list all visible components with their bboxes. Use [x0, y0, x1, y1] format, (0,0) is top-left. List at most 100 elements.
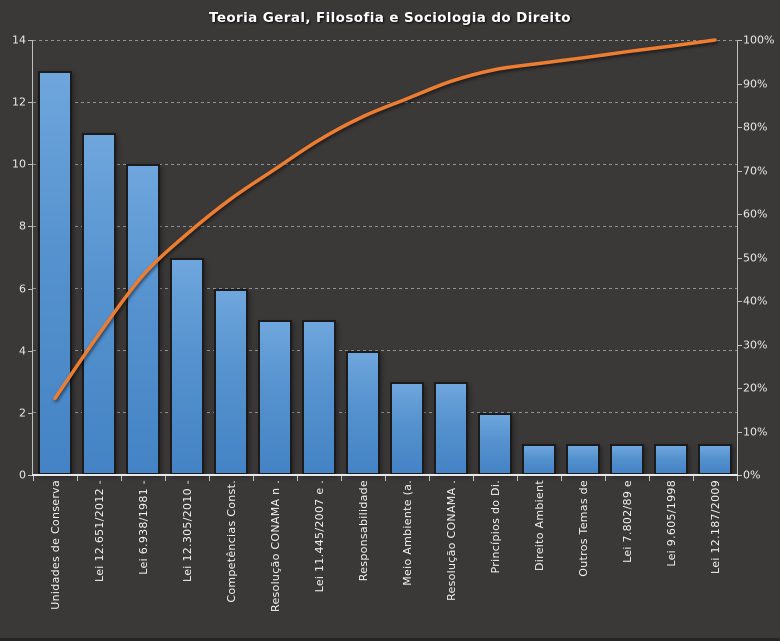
right-axis-tick-label: 50% [743, 251, 768, 264]
category-label-text: Lei 12.651/2012 - [92, 480, 106, 583]
left-axis-tick [28, 164, 32, 166]
category-label-7: Lei 11.445/2007 e . [297, 480, 341, 636]
left-axis-labels: 0 2 4 6 8 10 12 14 [0, 34, 26, 482]
bar-11 [478, 412, 512, 475]
category-label-13: Outros Temas de [561, 480, 605, 636]
right-axis-tick-label: 20% [743, 381, 768, 395]
category-axis-tick [517, 476, 518, 481]
bar-6 [258, 319, 292, 475]
right-axis-tick [738, 40, 742, 41]
left-axis-tick [28, 288, 32, 290]
cumulative-line [53, 38, 717, 401]
gridline [33, 101, 737, 103]
right-axis-tick-label: 60% [743, 207, 768, 221]
bar-3 [126, 164, 160, 475]
bar-4 [170, 257, 204, 475]
left-axis-tick [28, 40, 32, 41]
category-label-10: Resolução CONAMA . [429, 480, 473, 636]
category-axis-tick [121, 476, 122, 481]
category-axis-tick [737, 476, 738, 481]
cumulative-line-path [53, 38, 717, 401]
right-axis-tick-label: 30% [743, 338, 768, 351]
category-axis-tick [341, 476, 342, 481]
right-axis-tick [738, 83, 742, 85]
bar-14 [610, 443, 644, 475]
left-axis-tick [28, 475, 32, 476]
bar-13 [566, 443, 600, 475]
category-label-text: Meio Ambiente (a. [400, 480, 414, 586]
category-axis-tick [605, 476, 606, 481]
right-axis-tick-label: 80% [743, 120, 768, 134]
right-axis-tick [738, 257, 742, 259]
category-label-text: Unidades de Conserva [48, 480, 62, 610]
category-axis-tick [693, 476, 694, 481]
right-axis-tick [738, 301, 742, 302]
bar-7 [302, 319, 336, 475]
category-label-text: Outros Temas de [576, 480, 590, 577]
left-axis-tick-label: 8 [19, 219, 26, 233]
category-axis-tick [209, 476, 210, 481]
right-axis-tick [738, 431, 742, 433]
category-label-text: Lei 12.305/2010 - [180, 480, 194, 583]
category-axis-labels: Unidades de Conserva Lei 12.651/2012 - Lei… [33, 480, 737, 636]
category-label-14: Lei 7.802/89 e [605, 480, 649, 636]
category-label-3: Lei 6.938/1981 - [121, 480, 165, 636]
category-label-text: Lei 6.938/1981 - [136, 480, 150, 575]
gridline [33, 350, 737, 352]
category-label-4: Lei 12.305/2010 - [165, 480, 209, 636]
category-axis-tick [77, 476, 78, 481]
right-axis-tick-label: 90% [743, 77, 768, 90]
chart-title: Teoria Geral, Filosofia e Sociologia do … [209, 10, 571, 26]
right-axis-tick [738, 170, 742, 172]
bar-9 [390, 381, 424, 475]
category-label-5: Competências Const. [209, 480, 253, 636]
category-label-1: Unidades de Conserva [33, 480, 77, 636]
right-axis-tick-label: 0% [743, 468, 761, 482]
category-label-8: Responsabilidade [341, 480, 385, 636]
left-axis-tick-label: 12 [12, 95, 26, 109]
category-axis-tick [33, 476, 34, 481]
category-label-11: Princípios do Di. [473, 480, 517, 636]
category-axis-tick [385, 476, 386, 481]
gridline [33, 225, 737, 227]
category-label-text: Lei 9.605/1998 [664, 480, 678, 567]
right-axis-tick [738, 475, 742, 476]
category-label-text: Direito Ambient [532, 480, 546, 572]
right-axis-tick-label: 10% [743, 425, 768, 438]
category-axis-tick [473, 476, 474, 481]
bar-2 [82, 133, 116, 475]
right-axis-line [737, 40, 738, 476]
left-axis-tick-label: 2 [19, 406, 26, 420]
category-label-text: Responsabilidade [356, 480, 370, 582]
bar-1 [38, 71, 72, 475]
left-axis-tick-label: 10 [12, 157, 26, 171]
bottom-axis-line [32, 474, 738, 476]
left-axis-tick [28, 102, 32, 104]
category-label-text: Lei 7.802/89 e [620, 480, 634, 563]
left-axis-line [32, 40, 33, 476]
left-axis-tick-label: 0 [19, 468, 26, 482]
category-label-15: Lei 9.605/1998 [649, 480, 693, 636]
category-label-6: Resolução CONAMA n . [253, 480, 297, 636]
gridline [33, 39, 737, 41]
left-axis-tick-label: 6 [19, 282, 26, 296]
category-label-text: Princípios do Di. [488, 480, 502, 574]
plot-area [33, 38, 737, 475]
category-axis-tick [649, 476, 650, 481]
bar-15 [654, 443, 688, 475]
category-label-text: Lei 12.187/2009 [708, 480, 722, 574]
category-axis-tick [165, 476, 166, 481]
bar-16 [698, 443, 732, 475]
gridline [33, 412, 737, 414]
right-axis-tick [738, 214, 742, 215]
category-axis-tick [561, 476, 562, 481]
gridline [33, 163, 737, 165]
left-axis-tick [28, 226, 32, 228]
category-axis-tick [253, 476, 254, 481]
right-axis-tick [738, 344, 742, 346]
category-label-2: Lei 12.651/2012 - [77, 480, 121, 636]
category-label-text: Competências Const. [224, 480, 238, 603]
category-label-text: Resolução CONAMA n . [268, 480, 282, 612]
right-axis-labels: 0% 10% 20% 30% 40% 50% 60% 70% 80% 90% 100% [743, 34, 780, 482]
left-axis-tick-label: 4 [19, 344, 26, 358]
